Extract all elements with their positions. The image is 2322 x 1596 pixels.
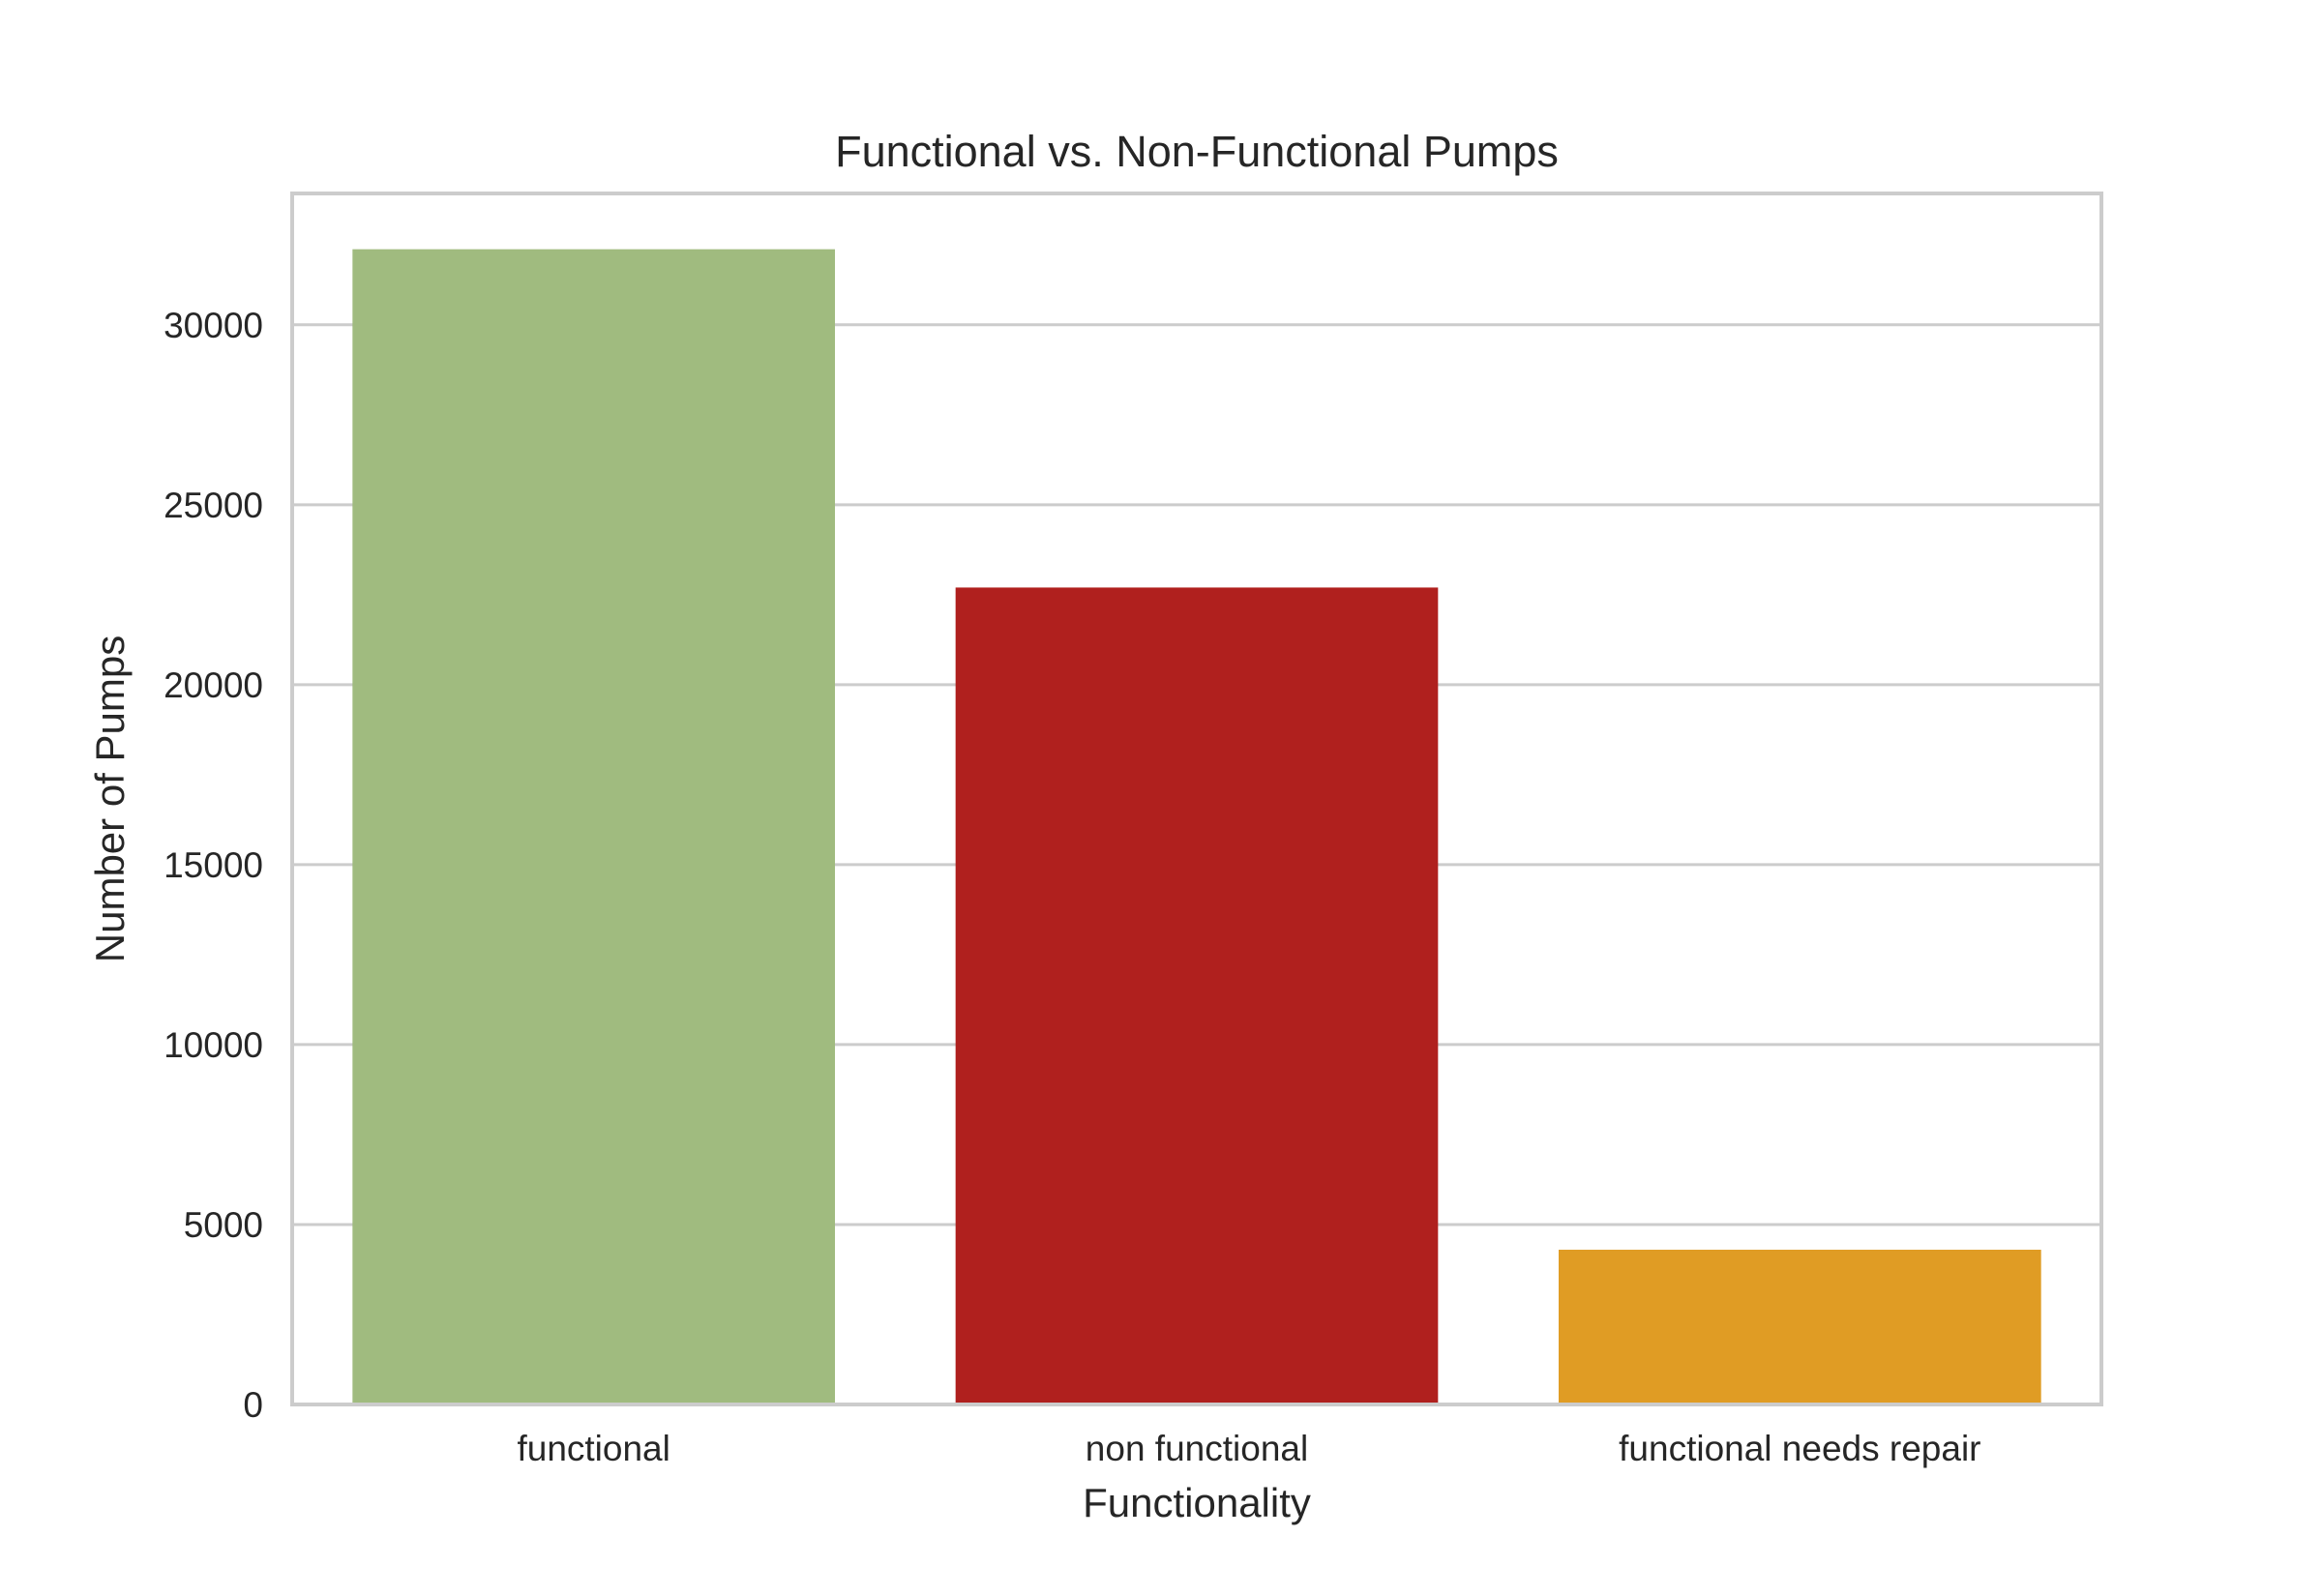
x-tick-label: non functional (1086, 1429, 1308, 1468)
x-axis-label: Functionality (1083, 1480, 1311, 1525)
y-tick-label: 15000 (164, 845, 263, 885)
y-tick-label: 10000 (164, 1025, 263, 1065)
bars (352, 249, 2041, 1404)
x-axis-ticks: functional non functional functional needs… (517, 1429, 1980, 1468)
bar (352, 249, 835, 1404)
bar (955, 587, 1439, 1404)
y-tick-label: 25000 (164, 486, 263, 525)
bar (1559, 1250, 2041, 1404)
x-tick-label: functional needs repair (1619, 1429, 1980, 1468)
plot-frame (290, 192, 2103, 1406)
y-axis-ticks: 0 5000 10000 15000 20000 25000 30000 (164, 306, 263, 1425)
y-tick-label: 20000 (164, 665, 263, 705)
y-tick-label: 0 (243, 1385, 263, 1425)
y-tick-label: 5000 (184, 1205, 263, 1245)
x-tick-label: functional (517, 1429, 670, 1468)
y-tick-label: 30000 (164, 306, 263, 345)
chart-title: Functional vs. Non-Functional Pumps (835, 127, 1559, 176)
y-axis-label: Number of Pumps (87, 635, 133, 962)
